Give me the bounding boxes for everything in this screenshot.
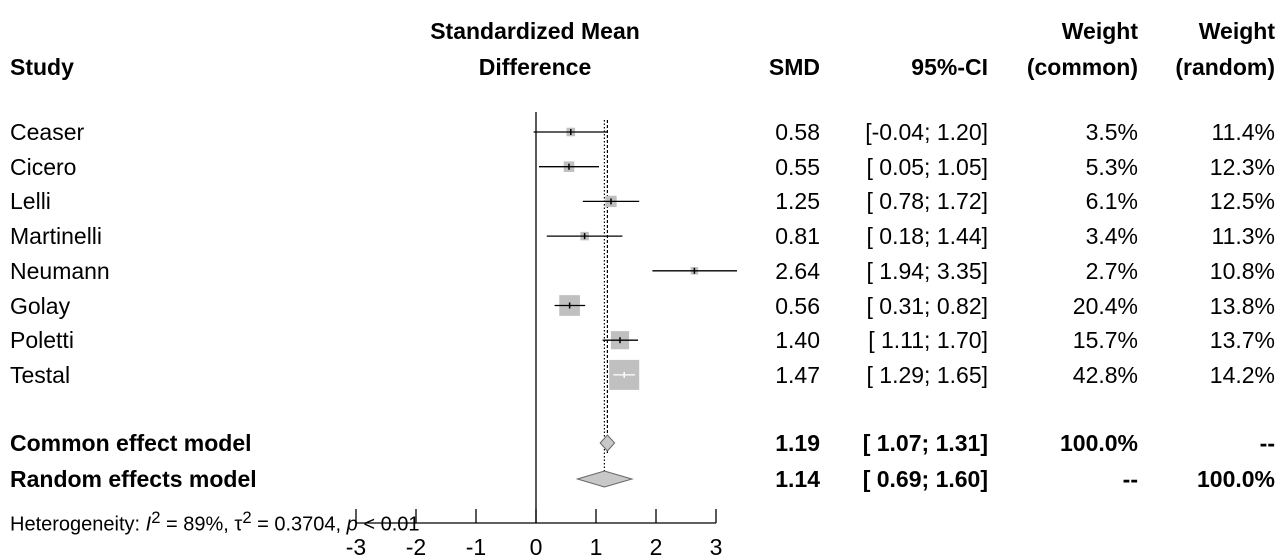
i2-superscript: 2 [151,508,161,527]
p-symbol: p [346,513,358,536]
study-smd-poletti: 1.40 [775,327,820,354]
summary-ci-common: [ 1.07; 1.31] [862,430,988,456]
study-smd-lelli: 1.25 [775,188,820,215]
study-weight-random-lelli: 12.5% [1209,188,1275,215]
x-axis-tick-label--1: -1 [466,534,486,560]
study-ci-lelli: [ 0.78; 1.72] [866,188,988,215]
study-name-poletti: Poletti [10,327,74,354]
study-ci-ceaser: [-0.04; 1.20] [865,119,988,145]
study-smd-testal: 1.47 [775,361,820,388]
study-weight-random-martinelli: 11.3% [1211,223,1275,250]
i2-value: = 89%, [160,513,235,536]
study-ci-golay: [ 0.31; 0.82] [866,292,988,319]
smd-plot-header-line1: Standardized Mean [430,18,640,44]
study-ci-poletti: [ 1.11; 1.70] [868,327,988,354]
study-weight-common-cicero: 5.3% [1085,153,1138,180]
study-weight-random-golay: 13.8% [1209,292,1275,319]
study-name-neumann: Neumann [10,257,110,284]
heterogeneity-note: Heterogeneity: I2 = 89%, τ2 = 0.3704, p … [10,506,420,537]
study-weight-random-poletti: 13.7% [1209,327,1275,354]
study-name-martinelli: Martinelli [10,223,103,250]
study-weight-random-neumann: 10.8% [1209,257,1275,284]
tau-symbol: τ [234,513,243,536]
study-weight-common-golay: 20.4% [1072,292,1138,319]
study-name-cicero: Cicero [10,153,77,180]
study-name-ceaser: Ceaser [10,119,85,145]
smd-plot-header-line2: Difference [478,54,592,80]
study-name-lelli: Lelli [10,188,51,215]
weight-common-header-line1: Weight [1061,18,1138,44]
study-weight-random-cicero: 12.3% [1209,153,1275,180]
x-axis-tick-label-0: 0 [530,534,543,560]
weight-random-header-line2: (random) [1175,54,1275,80]
study-weight-common-martinelli: 3.4% [1085,223,1138,250]
x-axis-tick-label-3: 3 [710,534,723,560]
study-ci-neumann: [ 1.94; 3.35] [866,257,988,284]
study-ci-testal: [ 1.29; 1.65] [866,361,988,388]
x-axis-tick-label-1: 1 [590,534,603,560]
weight-common-header-line2: (common) [1026,54,1138,80]
summary-weight-random-common: -- [1259,430,1275,456]
summary-weight-random-random: 100.0% [1196,466,1275,492]
ci-header: 95%-CI [911,54,988,80]
random-effects-diamond [575,470,634,488]
heterogeneity-prefix: Heterogeneity: [10,513,146,536]
study-ci-cicero: [ 0.05; 1.05] [866,153,988,180]
study-weight-random-testal: 14.2% [1209,361,1275,388]
study-weight-random-ceaser: 11.4% [1211,119,1275,145]
study-header: Study [10,54,74,80]
study-smd-martinelli: 0.81 [775,223,820,250]
study-name-testal: Testal [10,361,71,388]
study-smd-neumann: 2.64 [775,257,820,284]
summary-smd-common: 1.19 [775,430,820,456]
study-smd-cicero: 0.55 [775,153,820,180]
study-weight-common-lelli: 6.1% [1085,188,1138,215]
study-weight-common-neumann: 2.7% [1085,257,1138,284]
summary-weight-common-common: 100.0% [1059,430,1138,456]
study-ci-martinelli: [ 0.18; 1.44] [866,223,988,250]
summary-ci-random: [ 0.69; 1.60] [862,466,988,492]
tau-value: = 0.3704, [251,513,347,536]
x-axis-tick-label--3: -3 [346,534,366,560]
study-weight-common-testal: 42.8% [1072,361,1138,388]
summary-label-common: Common effect model [10,430,252,456]
study-weight-common-poletti: 15.7% [1072,327,1138,354]
study-smd-golay: 0.56 [775,292,820,319]
study-weight-common-ceaser: 3.5% [1085,119,1138,145]
x-axis-tick-label-2: 2 [650,534,663,560]
study-name-golay: Golay [10,292,71,319]
i2-symbol: I [145,513,152,536]
tau-superscript: 2 [242,508,252,527]
p-value: < 0.01 [357,513,420,536]
study-smd-ceaser: 0.58 [775,119,820,145]
x-axis-tick-label--2: -2 [406,534,426,560]
weight-random-header-line1: Weight [1198,18,1275,44]
summary-label-random: Random effects model [10,466,257,492]
common-effect-diamond [599,434,616,452]
smd-header: SMD [768,54,820,80]
summary-weight-common-random: -- [1122,466,1138,492]
summary-smd-random: 1.14 [775,466,820,492]
